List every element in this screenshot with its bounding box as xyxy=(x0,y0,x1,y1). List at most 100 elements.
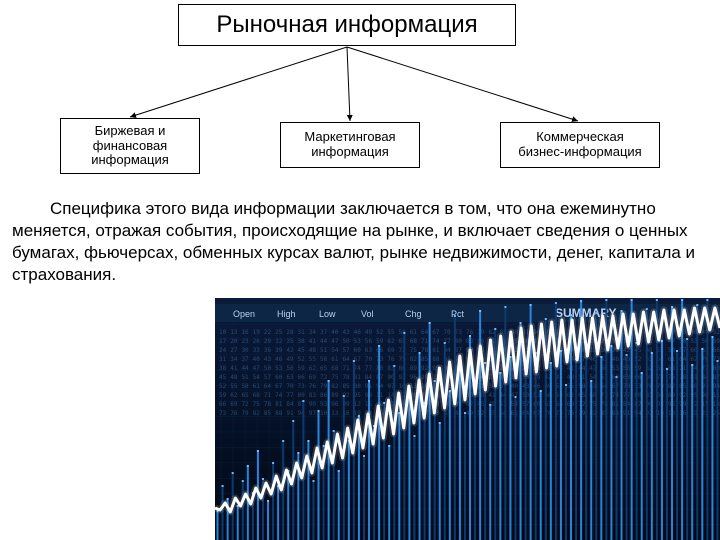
svg-text:69: 69 xyxy=(387,347,395,354)
svg-text:13: 13 xyxy=(230,329,238,336)
svg-text:22: 22 xyxy=(264,329,272,336)
svg-text:74: 74 xyxy=(432,338,440,345)
svg-text:73: 73 xyxy=(713,356,720,363)
svg-text:46: 46 xyxy=(612,356,620,363)
svg-text:Open: Open xyxy=(233,309,255,319)
svg-text:66: 66 xyxy=(298,374,306,381)
svg-text:44: 44 xyxy=(241,365,249,372)
svg-text:48: 48 xyxy=(230,374,238,381)
svg-text:57: 57 xyxy=(264,374,272,381)
svg-text:41: 41 xyxy=(309,338,317,345)
svg-text:68: 68 xyxy=(331,365,339,372)
svg-text:62: 62 xyxy=(309,365,317,372)
svg-text:88: 88 xyxy=(275,410,283,417)
main-concept-label: Рыночная информация xyxy=(216,11,477,39)
svg-text:34: 34 xyxy=(230,356,238,363)
svg-text:54: 54 xyxy=(253,374,261,381)
svg-text:59: 59 xyxy=(219,392,227,399)
svg-text:82: 82 xyxy=(331,383,339,390)
svg-text:57: 57 xyxy=(342,347,350,354)
svg-text:78: 78 xyxy=(264,401,272,408)
svg-text:73: 73 xyxy=(298,383,306,390)
svg-text:63: 63 xyxy=(286,374,294,381)
child-box-label-2: Коммерческая бизнес-информация xyxy=(518,130,641,160)
svg-text:68: 68 xyxy=(410,338,418,345)
svg-text:71: 71 xyxy=(342,365,350,372)
svg-text:45: 45 xyxy=(298,347,306,354)
svg-text:88: 88 xyxy=(432,356,440,363)
svg-text:16: 16 xyxy=(241,329,249,336)
svg-text:62: 62 xyxy=(387,338,395,345)
svg-text:82: 82 xyxy=(410,356,418,363)
svg-text:64: 64 xyxy=(421,329,429,336)
svg-text:58: 58 xyxy=(241,383,249,390)
svg-text:65: 65 xyxy=(241,392,249,399)
child-box-1: Маркетинговая информация xyxy=(280,122,420,168)
svg-text:60: 60 xyxy=(533,401,541,408)
svg-text:67: 67 xyxy=(432,329,440,336)
svg-text:74: 74 xyxy=(275,392,283,399)
svg-text:71: 71 xyxy=(421,338,429,345)
svg-text:31: 31 xyxy=(298,329,306,336)
svg-text:23: 23 xyxy=(241,338,249,345)
svg-text:56: 56 xyxy=(286,365,294,372)
svg-text:70: 70 xyxy=(286,383,294,390)
svg-text:55: 55 xyxy=(387,329,395,336)
svg-text:78: 78 xyxy=(342,374,350,381)
svg-text:69: 69 xyxy=(230,401,238,408)
child-box-label-0: Биржевая и финансовая информация xyxy=(91,124,169,169)
svg-text:Vol: Vol xyxy=(361,309,374,319)
description-text: Специфика этого вида информации заключае… xyxy=(12,199,695,284)
svg-text:94: 94 xyxy=(713,383,720,390)
svg-text:42: 42 xyxy=(286,347,294,354)
svg-text:67: 67 xyxy=(275,383,283,390)
svg-text:85: 85 xyxy=(421,356,429,363)
svg-text:Low: Low xyxy=(319,309,336,319)
svg-text:52: 52 xyxy=(376,329,384,336)
svg-text:High: High xyxy=(277,309,296,319)
svg-text:35: 35 xyxy=(286,338,294,345)
svg-text:53: 53 xyxy=(275,365,283,372)
svg-text:85: 85 xyxy=(342,383,350,390)
svg-text:20: 20 xyxy=(230,338,238,345)
svg-text:80: 80 xyxy=(713,365,720,372)
svg-text:97: 97 xyxy=(309,410,317,417)
svg-text:78: 78 xyxy=(421,347,429,354)
svg-text:64: 64 xyxy=(264,383,272,390)
svg-text:82: 82 xyxy=(253,410,261,417)
svg-text:11: 11 xyxy=(713,392,720,399)
svg-text:47: 47 xyxy=(331,338,339,345)
svg-text:59: 59 xyxy=(713,338,720,345)
svg-text:46: 46 xyxy=(533,383,541,390)
stock-chart-image: OpenHighLowVolChgPctSUMMARY1013161922252… xyxy=(215,298,720,540)
svg-text:84: 84 xyxy=(286,401,294,408)
svg-text:43: 43 xyxy=(264,356,272,363)
svg-text:49: 49 xyxy=(365,329,373,336)
svg-text:47: 47 xyxy=(253,365,261,372)
svg-text:24: 24 xyxy=(219,347,227,354)
svg-text:93: 93 xyxy=(320,401,328,408)
svg-text:40: 40 xyxy=(253,356,261,363)
svg-text:85: 85 xyxy=(264,410,272,417)
svg-text:33: 33 xyxy=(253,347,261,354)
svg-text:83: 83 xyxy=(309,392,317,399)
svg-text:53: 53 xyxy=(612,365,620,372)
svg-text:76: 76 xyxy=(309,383,317,390)
svg-text:Chg: Chg xyxy=(405,309,422,319)
svg-text:79: 79 xyxy=(241,410,249,417)
svg-text:45: 45 xyxy=(634,347,642,354)
svg-text:44: 44 xyxy=(320,338,328,345)
svg-text:61: 61 xyxy=(253,383,261,390)
svg-text:71: 71 xyxy=(264,392,272,399)
svg-text:48: 48 xyxy=(309,347,317,354)
svg-text:79: 79 xyxy=(320,383,328,390)
svg-text:25: 25 xyxy=(275,329,283,336)
svg-text:91: 91 xyxy=(286,410,294,417)
svg-text:87: 87 xyxy=(634,401,642,408)
svg-text:68: 68 xyxy=(253,392,261,399)
svg-text:73: 73 xyxy=(634,383,642,390)
child-box-label-1: Маркетинговая информация xyxy=(304,130,395,160)
svg-text:66: 66 xyxy=(713,347,720,354)
svg-text:46: 46 xyxy=(354,329,362,336)
svg-text:69: 69 xyxy=(309,374,317,381)
